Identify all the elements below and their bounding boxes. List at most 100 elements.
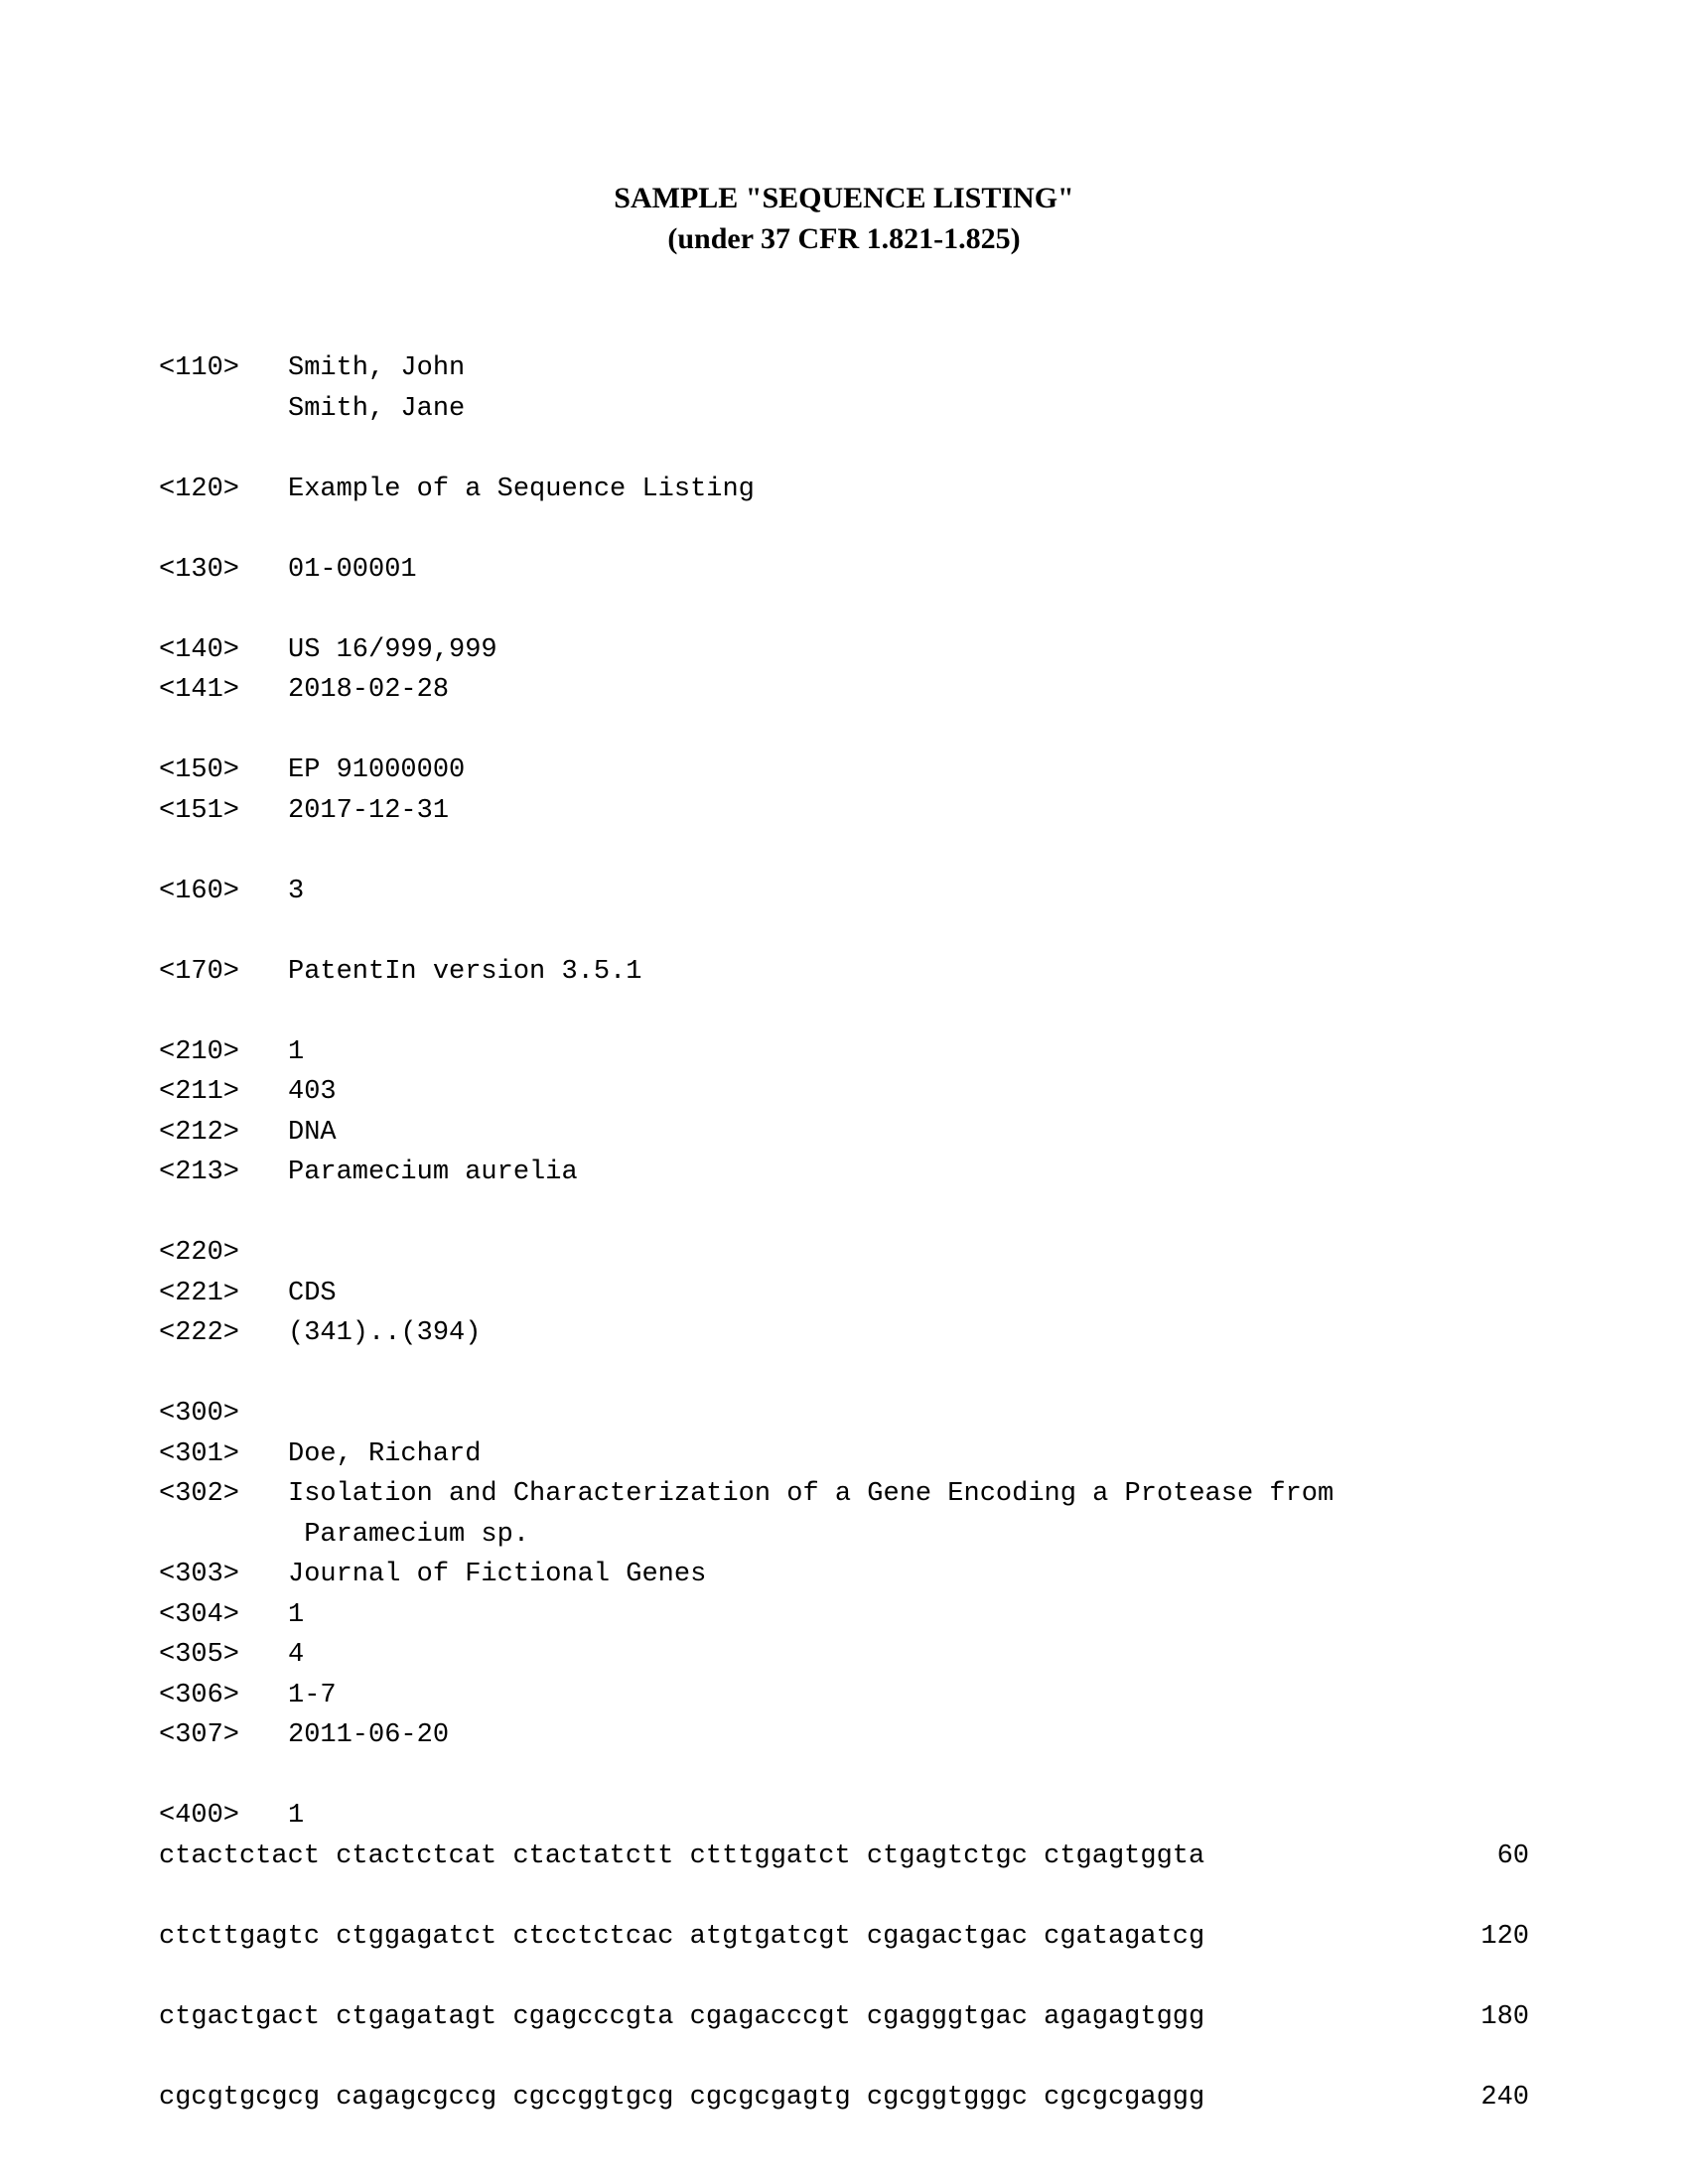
field-value: 403 (288, 1072, 1529, 1113)
field-value: 1-7 (288, 1676, 1529, 1716)
blank-line (159, 831, 1529, 872)
blank-line (159, 711, 1529, 751)
field-row: <130>01-00001 (159, 550, 1529, 591)
field-value: Smith, Jane (288, 389, 1529, 430)
field-value: EP 91000000 (288, 751, 1529, 791)
field-value: Paramecium aurelia (288, 1153, 1529, 1193)
sequence-line: ctgactgact ctgagatagt cgagcccgta cgagacc… (159, 1997, 1529, 2038)
field-tag: <304> (159, 1595, 288, 1636)
field-value: Isolation and Characterization of a Gene… (288, 1474, 1529, 1515)
field-tag: <300> (159, 1394, 288, 1434)
field-value: Example of a Sequence Listing (288, 470, 1529, 510)
field-tag: <220> (159, 1233, 288, 1274)
field-row: <302>Isolation and Characterization of a… (159, 1474, 1529, 1515)
sequence-bases: ctgactgact ctgagatagt cgagcccgta cgagacc… (159, 1997, 1204, 2038)
blank-line (159, 1756, 1529, 1797)
field-value: Journal of Fictional Genes (288, 1555, 1529, 1595)
field-row: <170>PatentIn version 3.5.1 (159, 952, 1529, 993)
field-row: <301>Doe, Richard (159, 1434, 1529, 1475)
field-value: 4 (288, 1635, 1529, 1676)
field-value (288, 1233, 1529, 1274)
field-tag: <212> (159, 1113, 288, 1154)
field-tag: <221> (159, 1274, 288, 1314)
field-value: DNA (288, 1113, 1529, 1154)
field-row: <150>EP 91000000 (159, 751, 1529, 791)
field-row: <307>2011-06-20 (159, 1715, 1529, 1756)
field-row: <213>Paramecium aurelia (159, 1153, 1529, 1193)
field-value: 01-00001 (288, 550, 1529, 591)
field-row: <221>CDS (159, 1274, 1529, 1314)
field-tag: <307> (159, 1715, 288, 1756)
field-value: 1 (288, 1032, 1529, 1073)
field-value: 1 (288, 1595, 1529, 1636)
blank-line (159, 509, 1529, 550)
field-tag: <120> (159, 470, 288, 510)
field-row: Smith, Jane (159, 389, 1529, 430)
field-row: <210>1 (159, 1032, 1529, 1073)
field-row: <212>DNA (159, 1113, 1529, 1154)
field-row: <300> (159, 1394, 1529, 1434)
field-value: 1 (288, 1796, 1529, 1837)
sequence-position: 120 (1450, 1917, 1529, 1958)
field-value: Paramecium sp. (288, 1515, 1529, 1556)
sequence-line: ctcttgagtc ctggagatct ctcctctcac atgtgat… (159, 1917, 1529, 1958)
field-value: 2018-02-28 (288, 670, 1529, 711)
field-tag: <140> (159, 630, 288, 671)
field-tag: <301> (159, 1434, 288, 1475)
field-value (288, 1394, 1529, 1434)
field-row: <306>1-7 (159, 1676, 1529, 1716)
field-tag: <303> (159, 1555, 288, 1595)
field-row: <140>US 16/999,999 (159, 630, 1529, 671)
field-tag: <306> (159, 1676, 288, 1716)
sequence-position: 60 (1450, 1837, 1529, 1877)
field-row: <120>Example of a Sequence Listing (159, 470, 1529, 510)
field-tag: <210> (159, 1032, 288, 1073)
field-value: (341)..(394) (288, 1313, 1529, 1354)
field-tag (159, 1515, 288, 1556)
title-line-2: (under 37 CFR 1.821-1.825) (159, 219, 1529, 260)
field-tag: <213> (159, 1153, 288, 1193)
field-row: Paramecium sp. (159, 1515, 1529, 1556)
field-row: <141>2018-02-28 (159, 670, 1529, 711)
blank-line (159, 429, 1529, 470)
field-row: <220> (159, 1233, 1529, 1274)
sequence-bases: ctcttgagtc ctggagatct ctcctctcac atgtgat… (159, 1917, 1204, 1958)
field-tag: <211> (159, 1072, 288, 1113)
field-tag: <141> (159, 670, 288, 711)
field-row: <305>4 (159, 1635, 1529, 1676)
field-value: 2017-12-31 (288, 791, 1529, 832)
field-tag: <110> (159, 348, 288, 389)
field-tag: <150> (159, 751, 288, 791)
sequence-listing-body: <110>Smith, JohnSmith, Jane<120>Example … (159, 348, 1529, 2158)
field-value: CDS (288, 1274, 1529, 1314)
document-title: SAMPLE "SEQUENCE LISTING" (under 37 CFR … (159, 179, 1529, 259)
field-tag: <170> (159, 952, 288, 993)
field-tag (159, 389, 288, 430)
field-value: PatentIn version 3.5.1 (288, 952, 1529, 993)
sequence-bases: cgcgtgcgcg cagagcgccg cgccggtgcg cgcgcga… (159, 2078, 1204, 2118)
field-value: 2011-06-20 (288, 1715, 1529, 1756)
field-value: 3 (288, 872, 1529, 912)
sequence-position: 180 (1450, 1997, 1529, 2038)
blank-line (159, 992, 1529, 1032)
blank-line (159, 2117, 1529, 2158)
field-row: <303>Journal of Fictional Genes (159, 1555, 1529, 1595)
field-row: <160>3 (159, 872, 1529, 912)
title-line-1: SAMPLE "SEQUENCE LISTING" (159, 179, 1529, 219)
field-row: <222>(341)..(394) (159, 1313, 1529, 1354)
field-tag: <302> (159, 1474, 288, 1515)
field-value: Smith, John (288, 348, 1529, 389)
field-tag: <222> (159, 1313, 288, 1354)
field-value: Doe, Richard (288, 1434, 1529, 1475)
sequence-position: 240 (1450, 2078, 1529, 2118)
field-tag: <130> (159, 550, 288, 591)
field-value: US 16/999,999 (288, 630, 1529, 671)
field-row: <304>1 (159, 1595, 1529, 1636)
blank-line (159, 1354, 1529, 1395)
field-row: <211>403 (159, 1072, 1529, 1113)
field-row: <110>Smith, John (159, 348, 1529, 389)
blank-line (159, 590, 1529, 630)
blank-line (159, 911, 1529, 952)
field-tag: <160> (159, 872, 288, 912)
field-tag: <305> (159, 1635, 288, 1676)
